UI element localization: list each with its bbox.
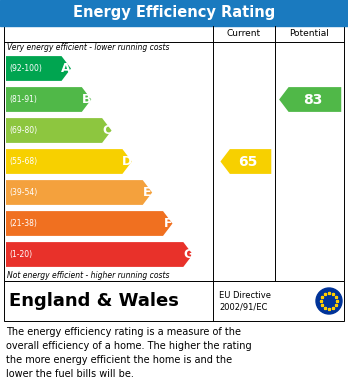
Polygon shape bbox=[6, 149, 132, 174]
Text: overall efficiency of a home. The higher the rating: overall efficiency of a home. The higher… bbox=[6, 341, 252, 351]
Text: Not energy efficient - higher running costs: Not energy efficient - higher running co… bbox=[7, 271, 169, 280]
Text: 65: 65 bbox=[238, 154, 258, 169]
Text: (1-20): (1-20) bbox=[9, 250, 32, 259]
Text: The energy efficiency rating is a measure of the: The energy efficiency rating is a measur… bbox=[6, 327, 241, 337]
Text: (92-100): (92-100) bbox=[9, 64, 42, 73]
Text: F: F bbox=[164, 217, 172, 230]
Text: (39-54): (39-54) bbox=[9, 188, 37, 197]
Text: G: G bbox=[183, 248, 193, 261]
Bar bbox=[0, 0, 348, 26]
Text: D: D bbox=[122, 155, 132, 168]
Bar bbox=[4, 281, 344, 321]
Text: C: C bbox=[102, 124, 111, 137]
Polygon shape bbox=[6, 87, 91, 112]
Text: 83: 83 bbox=[303, 93, 322, 106]
Text: England & Wales: England & Wales bbox=[9, 292, 179, 310]
Text: Energy Efficiency Rating: Energy Efficiency Rating bbox=[73, 5, 275, 20]
Polygon shape bbox=[6, 242, 193, 267]
Text: the more energy efficient the home is and the: the more energy efficient the home is an… bbox=[6, 355, 232, 365]
Polygon shape bbox=[6, 56, 71, 81]
Text: Very energy efficient - lower running costs: Very energy efficient - lower running co… bbox=[7, 43, 169, 52]
Text: (21-38): (21-38) bbox=[9, 219, 37, 228]
Text: (81-91): (81-91) bbox=[9, 95, 37, 104]
Text: Current: Current bbox=[227, 29, 261, 38]
Text: E: E bbox=[143, 186, 152, 199]
Polygon shape bbox=[220, 149, 271, 174]
Text: (55-68): (55-68) bbox=[9, 157, 37, 166]
Text: lower the fuel bills will be.: lower the fuel bills will be. bbox=[6, 369, 134, 379]
Text: (69-80): (69-80) bbox=[9, 126, 37, 135]
Text: A: A bbox=[62, 62, 71, 75]
Bar bbox=[4, 26, 344, 281]
Text: B: B bbox=[82, 93, 91, 106]
Polygon shape bbox=[279, 87, 341, 112]
Polygon shape bbox=[6, 211, 173, 236]
Polygon shape bbox=[6, 180, 152, 205]
Polygon shape bbox=[6, 118, 112, 143]
Text: EU Directive: EU Directive bbox=[219, 291, 271, 300]
Circle shape bbox=[316, 288, 342, 314]
Text: 2002/91/EC: 2002/91/EC bbox=[219, 303, 267, 312]
Text: Potential: Potential bbox=[290, 29, 330, 38]
